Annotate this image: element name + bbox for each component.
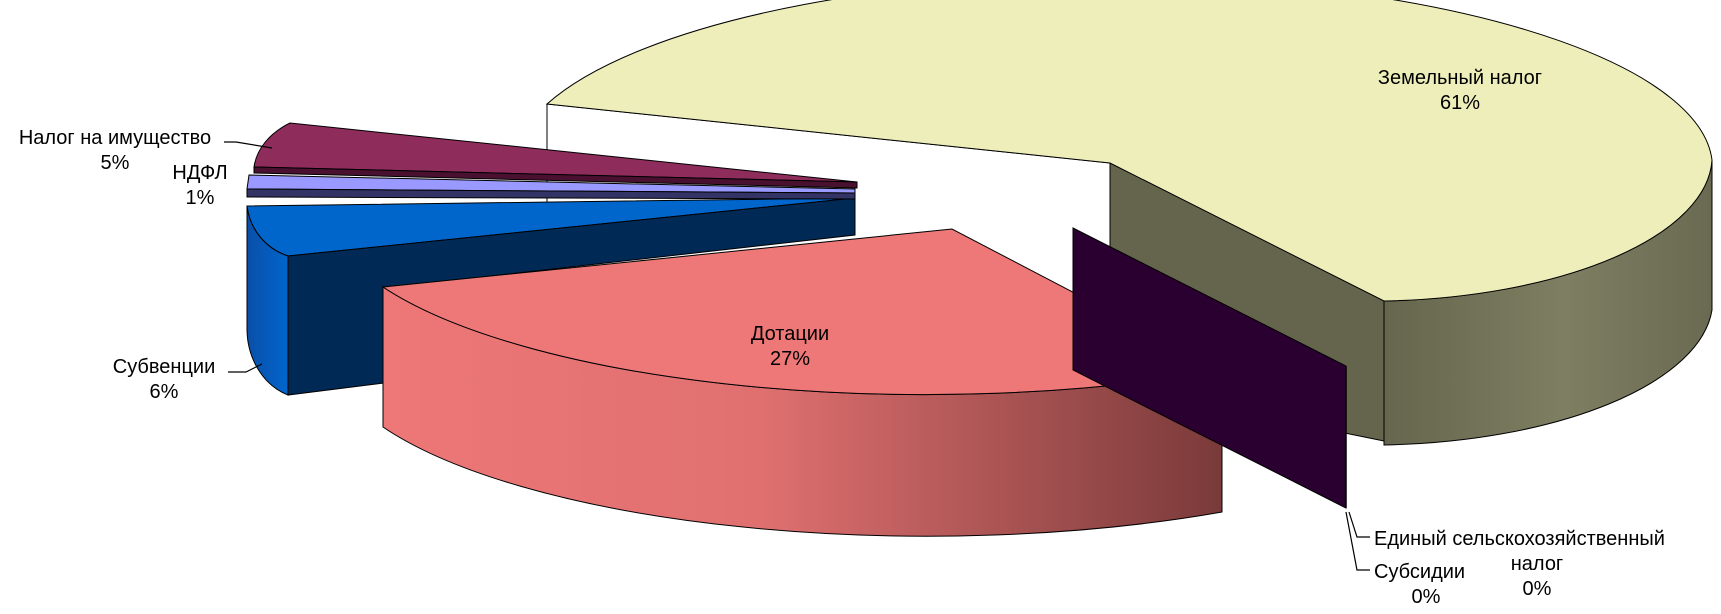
label-dotation-pct: 27% [770, 348, 810, 370]
slice-property [253, 122, 858, 189]
label-subvent: Субвенции 6% [113, 356, 216, 403]
label-esxn-pct: 0% [1523, 578, 1552, 600]
leader-subvent [228, 363, 263, 373]
label-property-name: Налог на имущество [19, 127, 211, 149]
label-land-pct: 61% [1440, 92, 1480, 114]
label-esxn: Единый сельскохозяйственный налог 0% [1374, 528, 1665, 600]
slice-subvent [246, 197, 856, 396]
label-ndfl-name: НДФЛ [172, 162, 227, 184]
slice-ndfl [246, 174, 856, 200]
leader-subsidy [1345, 511, 1370, 571]
label-subvent-name: Субвенции [113, 356, 216, 378]
leader-esxn [1348, 511, 1370, 538]
label-ndfl-pct: 1% [186, 187, 215, 209]
label-subsidy-name: Субсидии [1374, 561, 1465, 583]
label-property: Налог на имущество 5% [19, 127, 211, 174]
label-subsidy: Субсидии 0% [1374, 561, 1465, 608]
label-property-pct: 5% [101, 152, 130, 174]
label-subsidy-pct: 0% [1412, 586, 1441, 608]
label-esxn-name-2: налог [1511, 553, 1563, 575]
slice-land-top [545, 0, 1713, 302]
label-land-name: Земельный налог [1378, 67, 1542, 89]
label-dotation: Дотации 27% [751, 323, 829, 370]
label-esxn-name-1: Единый сельскохозяйственный [1374, 528, 1665, 550]
slice-dotation-top [381, 228, 1224, 396]
label-subvent-pct: 6% [150, 381, 179, 403]
slice-dotation [381, 228, 1224, 537]
label-land: Земельный налог 61% [1378, 67, 1542, 114]
label-ndfl: НДФЛ 1% [172, 162, 227, 209]
leader-property [224, 141, 273, 149]
slice-property-top [253, 122, 858, 183]
slice-ndfl-side [246, 188, 856, 200]
slice-property-side [253, 166, 858, 189]
label-dotation-name: Дотации [751, 323, 829, 345]
